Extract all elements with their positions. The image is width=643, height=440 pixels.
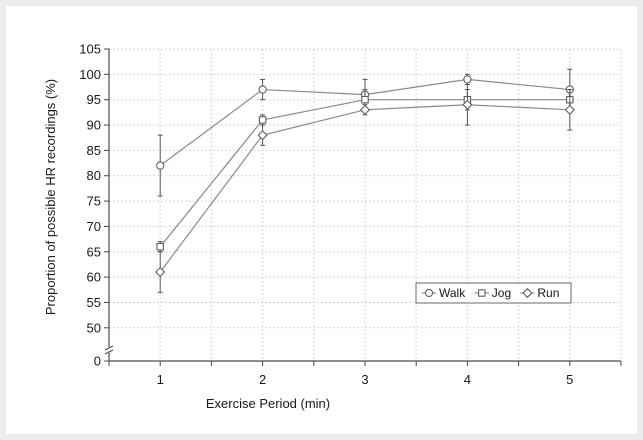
data-point-run [564,104,575,115]
axis-break-mark [104,345,114,351]
data-point-jog [156,242,164,251]
y-tick-label: 85 [87,143,101,158]
series-run [155,83,575,293]
x-tick-label: 1 [157,372,164,387]
series-group [155,68,575,293]
chart-frame: 0 50 55 60 65 70 75 80 85 90 95 100 105 1 2 3 4 5 Walk Jog… [6,6,637,434]
y-tick-label: 0 [94,354,101,369]
legend-marker-run [522,287,533,299]
y-tick-label: 105 [79,42,101,57]
x-tick-label: 3 [361,372,368,387]
series-walk [156,68,574,197]
y-tick-label: 50 [87,320,101,335]
y-tick-label: 95 [87,92,101,107]
y-tick-label: 75 [87,194,101,209]
x-axis-title: Exercise Period (min) [206,396,330,411]
data-point-run [257,130,268,141]
axis-break-mark [104,349,114,355]
grid-lines [109,48,622,361]
axes: 0 50 55 60 65 70 75 80 85 90 95 100 105 1 2 3 4 5 [79,42,622,387]
x-tick-label: 2 [259,372,266,387]
legend-box [415,282,572,304]
y-tick-label: 60 [87,270,101,285]
legend-marker-jog [478,289,486,297]
data-point-walk [463,75,472,84]
y-axis-title: Proportion of possible HR recordings (%) [43,79,58,315]
data-point-run [462,99,473,110]
y-tick-label: 65 [87,244,101,259]
data-point-jog [361,95,369,104]
y-tick-label: 55 [87,295,101,310]
y-tick-label: 100 [79,67,101,82]
data-point-walk [156,161,165,170]
y-tick-label: 90 [87,118,101,133]
y-tick-label: 70 [87,219,101,234]
data-point-walk [258,85,267,94]
legend-label-walk: Walk [439,286,466,300]
data-point-jog [258,116,267,124]
x-tick-label: 5 [566,372,573,387]
legend-label-jog: Jog [492,286,511,300]
legend: Walk Jog Run [415,282,572,304]
legend-label-run: Run [537,286,559,300]
data-point-run [155,266,166,278]
data-point-run [359,104,371,115]
legend-marker-walk [424,288,434,298]
x-tick-label: 4 [464,372,471,387]
line-chart: 0 50 55 60 65 70 75 80 85 90 95 100 105 1 2 3 4 5 Walk Jog… [43,42,622,411]
y-tick-label: 80 [87,168,101,183]
